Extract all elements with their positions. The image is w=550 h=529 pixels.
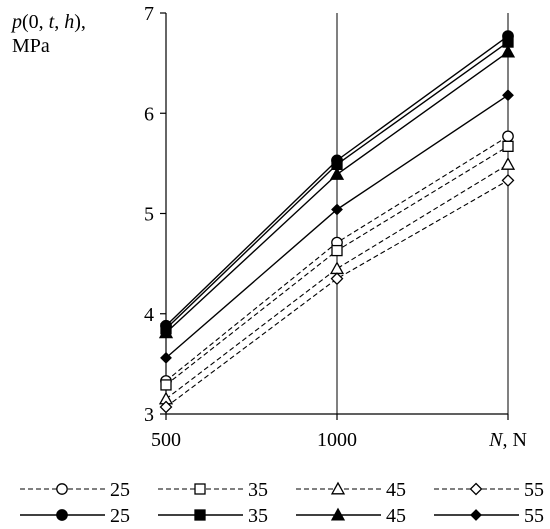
axes: 3 4 5 6 7 500 1000 [144, 3, 509, 451]
data-point-dashed-55 [501, 173, 515, 187]
data-point-solid-45 [158, 325, 174, 339]
legend-label-solid-55: 55 [524, 505, 544, 527]
y-tick-label: 4 [144, 304, 154, 326]
markers [158, 30, 516, 414]
grid [336, 13, 509, 414]
legend-marker-solid-55 [470, 509, 482, 521]
data-point-dashed-35 [502, 140, 514, 152]
data-point-solid-55 [502, 89, 514, 102]
data-point-solid-45 [329, 167, 345, 180]
y-tick-label: 6 [144, 103, 154, 125]
data-point-dashed-35 [331, 244, 343, 257]
series-line-dashed-45 [165, 163, 509, 400]
legend-label-solid-25: 25 [110, 505, 130, 527]
legend-label-solid-35: 35 [248, 505, 268, 527]
y-axis-unit: MPa [12, 35, 50, 57]
x-axis-label-symbol: N [488, 429, 504, 451]
legend: 25 35 45 55 25 35 45 55 [20, 479, 544, 527]
legend-marker-solid-25 [56, 509, 68, 521]
legend-marker-dashed-25 [56, 483, 68, 495]
data-point-solid-55 [331, 203, 343, 216]
legend-marker-dashed-45 [330, 481, 346, 495]
x-tick-label: 1000 [317, 429, 357, 451]
data-point-dashed-45 [329, 261, 345, 275]
labels: p(0, t, h), MPa N, N [10, 11, 527, 451]
legend-marker-dashed-55 [469, 482, 483, 496]
legend-marker-solid-35 [194, 509, 206, 521]
y-axis-label-line1: p(0, t, h), [10, 11, 86, 33]
legend-marker-solid-45 [330, 507, 346, 521]
data-point-dashed-35 [160, 379, 172, 391]
legend-marker-dashed-35 [194, 483, 206, 495]
legend-label-dashed-55: 55 [524, 479, 544, 501]
data-point-dashed-45 [500, 157, 516, 170]
x-axis-label: N, N [488, 429, 527, 451]
data-point-solid-45 [500, 44, 516, 58]
x-tick-label: 500 [151, 429, 181, 451]
y-tick-label: 7 [144, 3, 154, 25]
data-point-dashed-55 [159, 400, 173, 414]
legend-label-dashed-25: 25 [110, 479, 130, 501]
data-point-solid-55 [160, 351, 172, 364]
series-line-dashed-55 [165, 179, 509, 408]
data-point-dashed-25 [502, 130, 514, 143]
legend-label-dashed-35: 35 [248, 479, 268, 501]
legend-label-solid-45: 45 [386, 505, 406, 527]
y-axis-label: p(0, t, h), [10, 11, 86, 33]
legend-label-dashed-45: 45 [386, 479, 406, 501]
y-tick-label: 5 [144, 204, 154, 226]
x-axis-label-unit: , N [502, 429, 526, 451]
data-point-dashed-55 [330, 272, 344, 286]
y-tick-label: 3 [144, 404, 154, 426]
